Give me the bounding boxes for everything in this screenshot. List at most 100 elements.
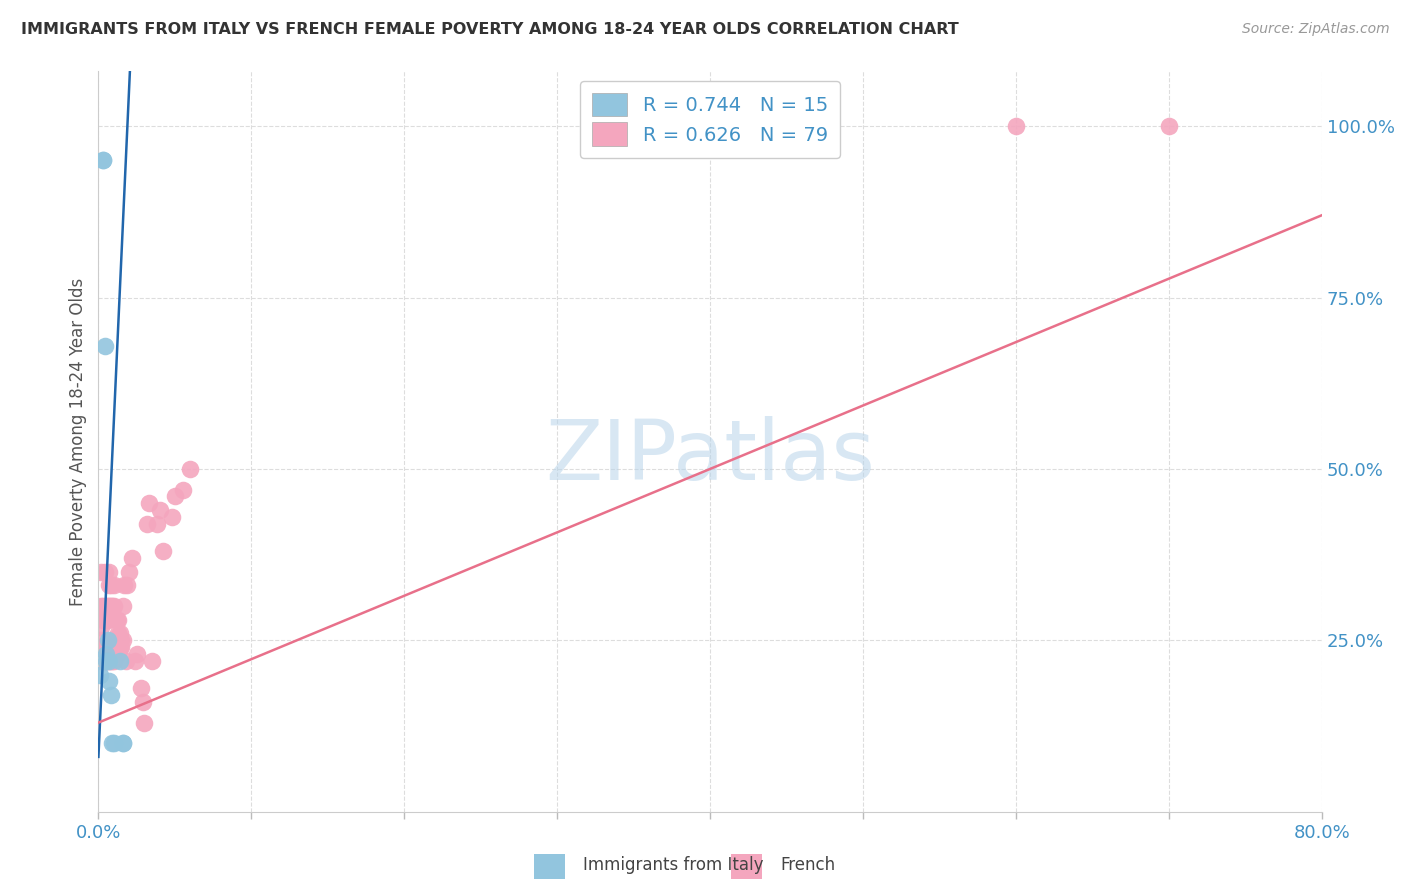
Point	[91, 599, 114, 613]
Point	[136, 516, 159, 531]
Point	[108, 626, 131, 640]
Point	[90, 599, 112, 613]
Point	[91, 647, 114, 661]
Point	[93, 338, 115, 352]
Point	[97, 633, 120, 648]
Point	[118, 565, 141, 579]
Point	[90, 565, 112, 579]
Point	[103, 640, 125, 655]
Point	[101, 736, 124, 750]
Point	[100, 640, 122, 655]
Point	[98, 640, 121, 655]
Text: IMMIGRANTS FROM ITALY VS FRENCH FEMALE POVERTY AMONG 18-24 YEAR OLDS CORRELATION: IMMIGRANTS FROM ITALY VS FRENCH FEMALE P…	[21, 22, 959, 37]
Point	[91, 153, 114, 168]
Point	[89, 633, 111, 648]
Point	[103, 654, 125, 668]
Point	[111, 736, 134, 750]
Point	[138, 496, 160, 510]
Point	[100, 654, 122, 668]
Point	[160, 510, 183, 524]
Point	[98, 674, 121, 689]
Point	[93, 654, 115, 668]
Point	[111, 633, 134, 648]
Point	[107, 626, 129, 640]
Point	[145, 516, 167, 531]
Point	[163, 489, 186, 503]
Point	[149, 503, 172, 517]
Point	[91, 613, 114, 627]
Point	[97, 654, 120, 668]
Point	[101, 654, 124, 668]
Point	[93, 647, 115, 661]
Point	[121, 551, 143, 566]
Point	[172, 483, 194, 497]
Point	[94, 654, 117, 668]
Point	[94, 647, 117, 661]
Point	[115, 654, 138, 668]
Text: Source: ZipAtlas.com: Source: ZipAtlas.com	[1241, 22, 1389, 37]
Point	[104, 647, 127, 661]
Point	[110, 640, 132, 655]
Point	[104, 633, 127, 648]
Legend: R = 0.744   N = 15, R = 0.626   N = 79: R = 0.744 N = 15, R = 0.626 N = 79	[581, 81, 839, 158]
Point	[101, 633, 124, 648]
Point	[101, 599, 124, 613]
Point	[110, 633, 132, 648]
Text: ZIPatlas: ZIPatlas	[546, 416, 875, 497]
Point	[1157, 119, 1180, 133]
Point	[94, 640, 117, 655]
Point	[91, 640, 114, 655]
Point	[103, 578, 125, 592]
Point	[124, 654, 146, 668]
Point	[111, 736, 134, 750]
Point	[98, 654, 121, 668]
Point	[94, 599, 117, 613]
Point	[93, 613, 115, 627]
Point	[103, 599, 125, 613]
Point	[125, 647, 148, 661]
Point	[94, 613, 117, 627]
Point	[107, 647, 129, 661]
Point	[105, 633, 128, 648]
Point	[100, 578, 122, 592]
Point	[97, 599, 120, 613]
Point	[105, 613, 128, 627]
Point	[94, 647, 117, 661]
Point	[97, 640, 120, 655]
Point	[134, 715, 156, 730]
Point	[105, 640, 128, 655]
Point	[91, 654, 114, 668]
Point	[94, 654, 117, 668]
Point	[91, 153, 114, 168]
Point	[117, 578, 139, 592]
Point	[93, 565, 115, 579]
Point	[98, 565, 121, 579]
Point	[89, 667, 111, 681]
Point	[89, 640, 111, 655]
Point	[107, 613, 129, 627]
Point	[89, 647, 111, 661]
Point	[129, 681, 152, 696]
Point	[97, 613, 120, 627]
Text: Immigrants from Italy: Immigrants from Italy	[583, 856, 763, 874]
Point	[104, 640, 127, 655]
Point	[111, 599, 134, 613]
Point	[112, 578, 135, 592]
Point	[100, 688, 122, 702]
Point	[98, 599, 121, 613]
Point	[90, 654, 112, 668]
Point	[132, 695, 155, 709]
Point	[90, 619, 112, 633]
Point	[100, 599, 122, 613]
Point	[108, 640, 131, 655]
Text: French: French	[780, 856, 835, 874]
Point	[1004, 119, 1026, 133]
Point	[98, 654, 121, 668]
Point	[98, 578, 121, 592]
Y-axis label: Female Poverty Among 18-24 Year Olds: Female Poverty Among 18-24 Year Olds	[69, 277, 87, 606]
Point	[97, 647, 120, 661]
Point	[108, 654, 131, 668]
Point	[179, 462, 201, 476]
Point	[141, 654, 163, 668]
Point	[103, 736, 125, 750]
